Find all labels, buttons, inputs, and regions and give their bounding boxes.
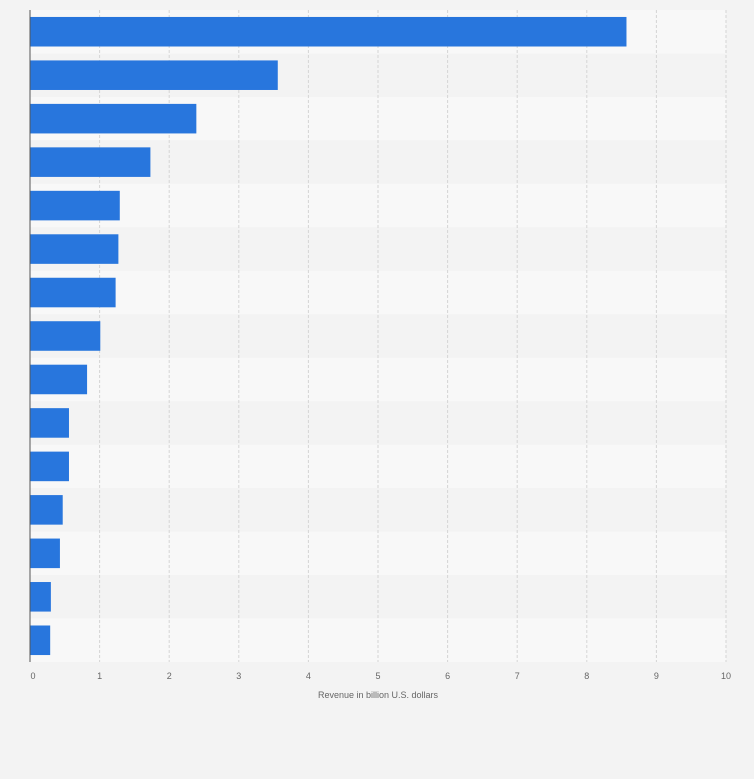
bar xyxy=(30,451,69,482)
row-band xyxy=(30,531,726,576)
x-tick-label: 5 xyxy=(375,671,380,681)
bar xyxy=(30,147,151,177)
bar xyxy=(30,364,88,395)
bar xyxy=(30,582,51,612)
x-axis-title: Revenue in billion U.S. dollars xyxy=(318,690,439,700)
bar xyxy=(30,408,69,438)
x-tick-label: 3 xyxy=(236,671,241,681)
x-tick-label: 8 xyxy=(584,671,589,681)
bars xyxy=(30,16,627,656)
bar xyxy=(30,234,119,264)
x-tick-labels: 0 1 2 3 4 5 6 7 8 9 10 xyxy=(30,671,731,681)
bar xyxy=(30,321,101,351)
bar xyxy=(30,103,197,134)
x-tick-label: 4 xyxy=(306,671,311,681)
row-band xyxy=(30,357,726,402)
bar xyxy=(30,277,116,308)
bar xyxy=(30,625,51,656)
x-tick-label: 7 xyxy=(515,671,520,681)
x-tick-label: 10 xyxy=(721,671,731,681)
x-tick-label: 2 xyxy=(167,671,172,681)
row-band xyxy=(30,227,726,271)
bar xyxy=(30,60,278,90)
bar xyxy=(30,495,63,525)
bar xyxy=(30,16,627,47)
x-tick-label: 1 xyxy=(97,671,102,681)
x-tick-label: 0 xyxy=(30,671,35,681)
bar xyxy=(30,538,60,569)
bar xyxy=(30,190,120,221)
x-tick-label: 9 xyxy=(654,671,659,681)
x-tick-label: 6 xyxy=(445,671,450,681)
